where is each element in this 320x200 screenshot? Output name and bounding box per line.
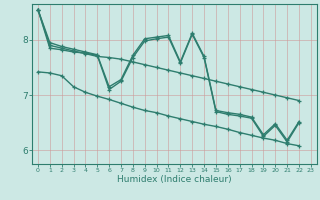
- X-axis label: Humidex (Indice chaleur): Humidex (Indice chaleur): [117, 175, 232, 184]
